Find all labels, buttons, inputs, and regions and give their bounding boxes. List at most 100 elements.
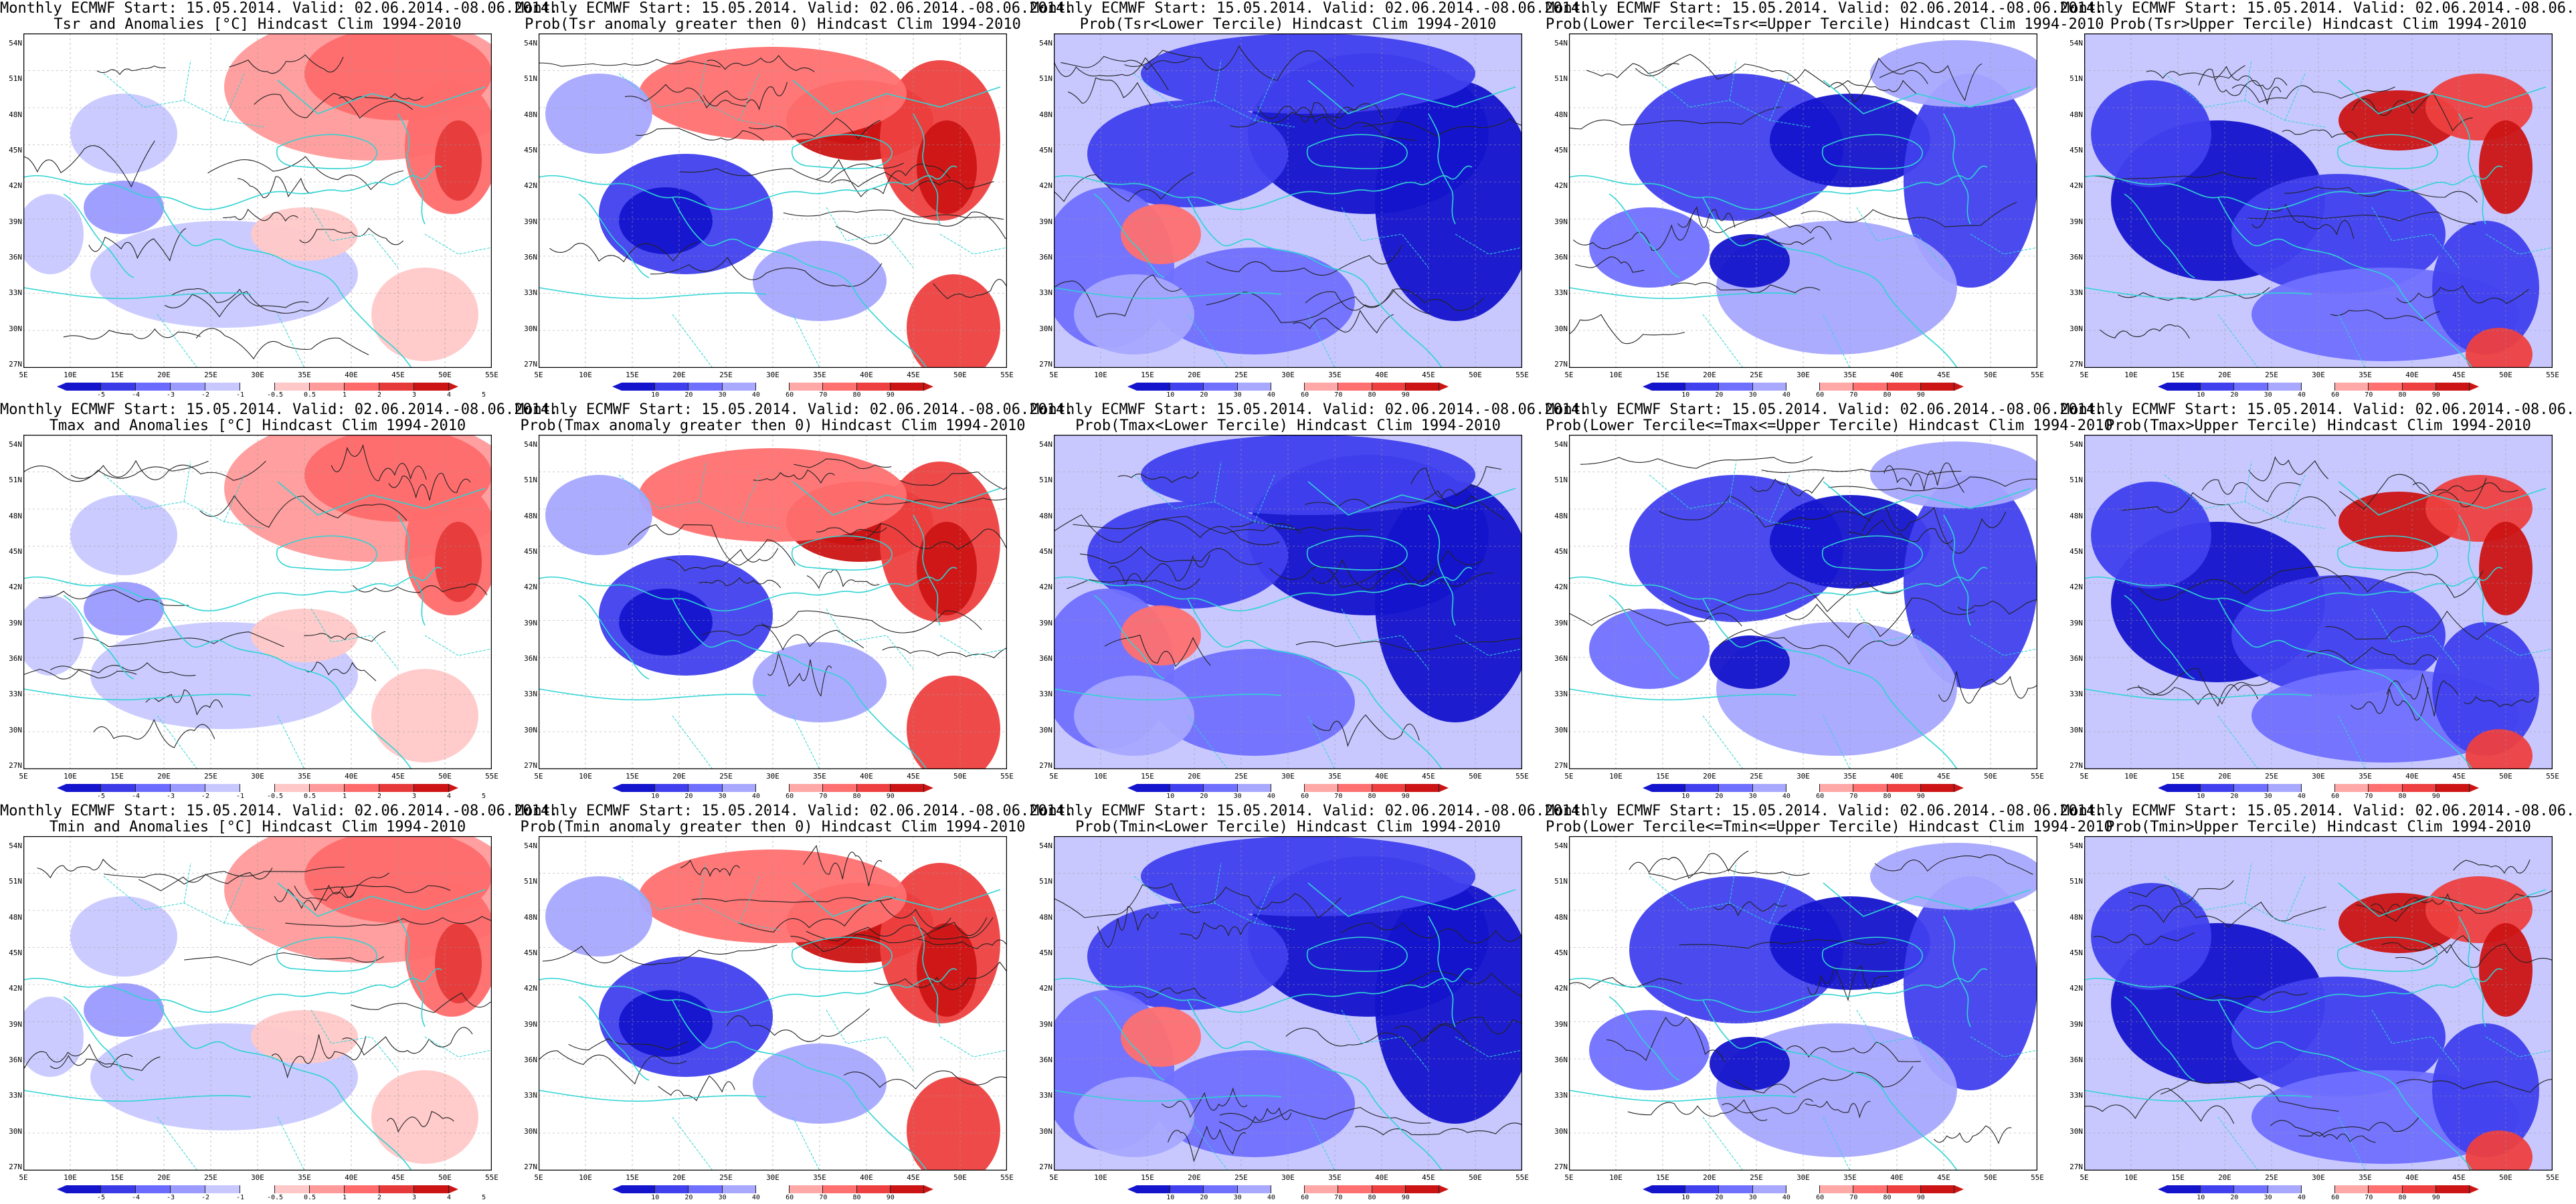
longitude-label: 40E	[345, 371, 358, 379]
colorbar-label: 80	[2398, 391, 2407, 399]
contour-line	[542, 944, 777, 965]
colorbar-swatch	[2402, 1185, 2436, 1193]
colorbar-label: 30	[1233, 793, 1242, 800]
colorbar-label: 20	[684, 793, 693, 800]
contour-line	[679, 163, 904, 183]
longitude-label: 55E	[1000, 1173, 1014, 1182]
longitude-label: 30E	[251, 1173, 264, 1182]
latitude-label: 45N	[1039, 146, 1052, 155]
longitude-label: 20E	[1703, 1173, 1716, 1182]
contour-line	[1362, 118, 1522, 137]
panel-title-line2: Prob(Tmax<Lower Tercile) Hindcast Clim 1…	[1075, 417, 1501, 434]
panel-title-line1: Monthly ECMWF Start: 15.05.2014. Valid: …	[2061, 401, 2576, 418]
latitude-label: 30N	[524, 324, 537, 333]
colorbar-label: 10	[1166, 793, 1175, 800]
colorbar-label: -2	[201, 793, 210, 800]
longitude-label: 25E	[204, 371, 217, 379]
contour-line	[1117, 472, 1199, 483]
latitude-label: 54N	[1039, 440, 1052, 449]
longitude-label: 50E	[1469, 1173, 1482, 1182]
colorbar-swatch	[2335, 784, 2369, 792]
contour-line	[50, 1054, 161, 1072]
shaded-region	[917, 120, 977, 214]
country-border	[310, 1009, 399, 1071]
latitude-label: 42N	[524, 181, 537, 191]
longitude-label: 35E	[2359, 371, 2372, 379]
colorbar-min-arrow	[2158, 1185, 2167, 1193]
latitude-label: 27N	[524, 360, 537, 369]
colorbar-swatch	[2167, 784, 2201, 792]
longitude-label: 50E	[2499, 772, 2512, 781]
colorbar-label: -0.5	[266, 391, 284, 399]
colorbar-label: 80	[852, 391, 861, 399]
latitude-label: 36N	[524, 654, 537, 663]
longitude-label: 55E	[2546, 1173, 2559, 1182]
country-border	[1970, 233, 2037, 255]
colorbar-label: 80	[1368, 793, 1376, 800]
latitude-label: 30N	[1554, 1126, 1568, 1136]
latitude-label: 27N	[2069, 761, 2083, 770]
colorbar-label: 30	[1748, 391, 1757, 399]
colorbar-label: 3	[411, 391, 417, 399]
map-frame	[2084, 435, 2553, 769]
panel-title-line1: Monthly ECMWF Start: 15.05.2014. Valid: …	[1546, 0, 2104, 17]
contour-line	[806, 917, 994, 942]
colorbar-swatch	[171, 784, 205, 792]
colorbar-label: -0.5	[266, 1194, 284, 1201]
shaded-region	[1154, 1050, 1355, 1157]
longitude-label: 35E	[1328, 1173, 1342, 1182]
colorbar-max-arrow	[449, 784, 458, 792]
coastline	[1823, 80, 2031, 114]
longitude-label: 20E	[2218, 371, 2231, 379]
colorbar-swatch	[1685, 383, 1720, 391]
panel-title-line1: Monthly ECMWF Start: 15.05.2014. Valid: …	[0, 803, 559, 819]
colorbar-label: 90	[1916, 1194, 1925, 1201]
coastline	[157, 999, 225, 1049]
longitude-label: 30E	[766, 1173, 779, 1182]
longitude-label: 55E	[2031, 1173, 2044, 1182]
colorbar-max-arrow	[923, 784, 933, 792]
coastline	[578, 193, 650, 278]
longitude-label: 55E	[2546, 772, 2559, 781]
contour-line	[1569, 609, 1742, 627]
contour-line	[195, 328, 369, 360]
latitude-label: 45N	[1039, 948, 1052, 957]
coastline	[1054, 1090, 1282, 1102]
contour-line	[803, 845, 883, 886]
country-border	[157, 314, 305, 368]
latitude-label: 45N	[9, 948, 22, 957]
colorbar-label: 70	[1334, 1194, 1343, 1201]
longitude-label: 35E	[813, 1173, 826, 1182]
colorbar-swatch	[1820, 784, 1854, 792]
colorbar-max-arrow	[923, 1185, 933, 1193]
colorbar-swatch	[1170, 1185, 1204, 1193]
coastline	[913, 113, 941, 225]
contour-line	[1161, 1087, 1248, 1118]
contour-line	[666, 548, 779, 572]
longitude-label: 25E	[1234, 1173, 1248, 1182]
colorbar-swatch	[790, 383, 824, 391]
colorbar-swatch	[1752, 784, 1786, 792]
panel-title-line1: Monthly ECMWF Start: 15.05.2014. Valid: …	[515, 0, 1074, 17]
colorbar-max-arrow	[2469, 784, 2479, 792]
latitude-label: 51N	[1039, 877, 1052, 886]
contour-line	[1722, 1098, 1814, 1114]
contour-line	[628, 524, 796, 566]
contour-line	[38, 589, 189, 606]
colorbar-swatch	[205, 383, 240, 391]
country-border	[1214, 461, 1275, 522]
contour-line	[1761, 468, 1962, 476]
latitude-label: 33N	[1039, 288, 1052, 298]
shaded-region	[84, 983, 164, 1037]
longitude-label: 35E	[298, 1173, 311, 1182]
latitude-label: 33N	[524, 1091, 537, 1100]
contour-line	[1744, 235, 1815, 245]
colorbar	[1643, 784, 1964, 792]
colorbar-label: 10	[2197, 793, 2205, 800]
contour-line	[1879, 62, 1983, 102]
forecast-map	[1054, 435, 1522, 769]
longitude-label: 55E	[485, 371, 498, 379]
colorbar-swatch	[66, 784, 101, 792]
coastline	[2398, 165, 2503, 192]
latitude-label: 54N	[1554, 841, 1568, 850]
